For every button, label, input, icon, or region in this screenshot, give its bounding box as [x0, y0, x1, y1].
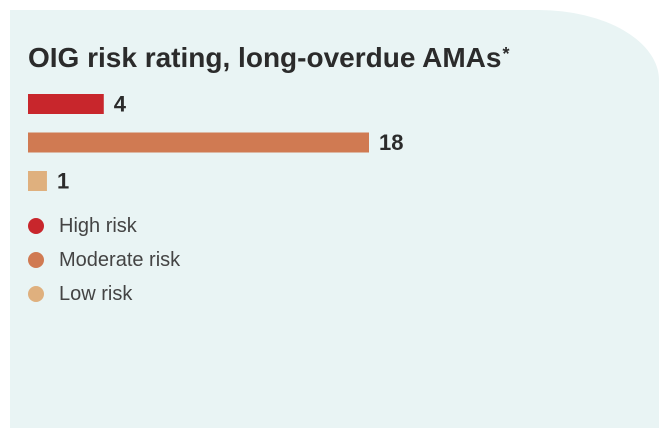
- legend-swatch-low-risk: [28, 286, 44, 302]
- chart-title-text: OIG risk rating, long-overdue AMAs: [28, 42, 502, 73]
- legend-swatch-high-risk: [28, 218, 44, 234]
- legend-item-moderate-risk: Moderate risk: [28, 243, 180, 277]
- legend-label-moderate-risk: Moderate risk: [59, 248, 181, 271]
- legend-item-high-risk: High risk: [28, 209, 180, 243]
- legend-item-low-risk: Low risk: [28, 277, 180, 311]
- chart-title: OIG risk rating, long-overdue AMAs*: [28, 41, 510, 75]
- bar-high-risk: [28, 94, 104, 114]
- legend-label-high-risk: High risk: [59, 214, 137, 237]
- title-footnote-marker: *: [502, 44, 510, 64]
- legend-swatch-moderate-risk: [28, 252, 44, 268]
- bar-value-label-high-risk: 4: [114, 92, 127, 117]
- bar-value-label-moderate-risk: 18: [379, 130, 403, 155]
- bar-chart: 4 18 1: [28, 92, 403, 194]
- legend: High risk Moderate risk Low risk: [28, 209, 180, 311]
- legend-label-low-risk: Low risk: [59, 282, 133, 305]
- bar-moderate-risk: [28, 132, 369, 153]
- chart-card: OIG risk rating, long-overdue AMAs* 4 18 1…: [10, 10, 659, 428]
- bar-low-risk: [28, 171, 47, 191]
- bar-value-label-low-risk: 1: [57, 169, 69, 194]
